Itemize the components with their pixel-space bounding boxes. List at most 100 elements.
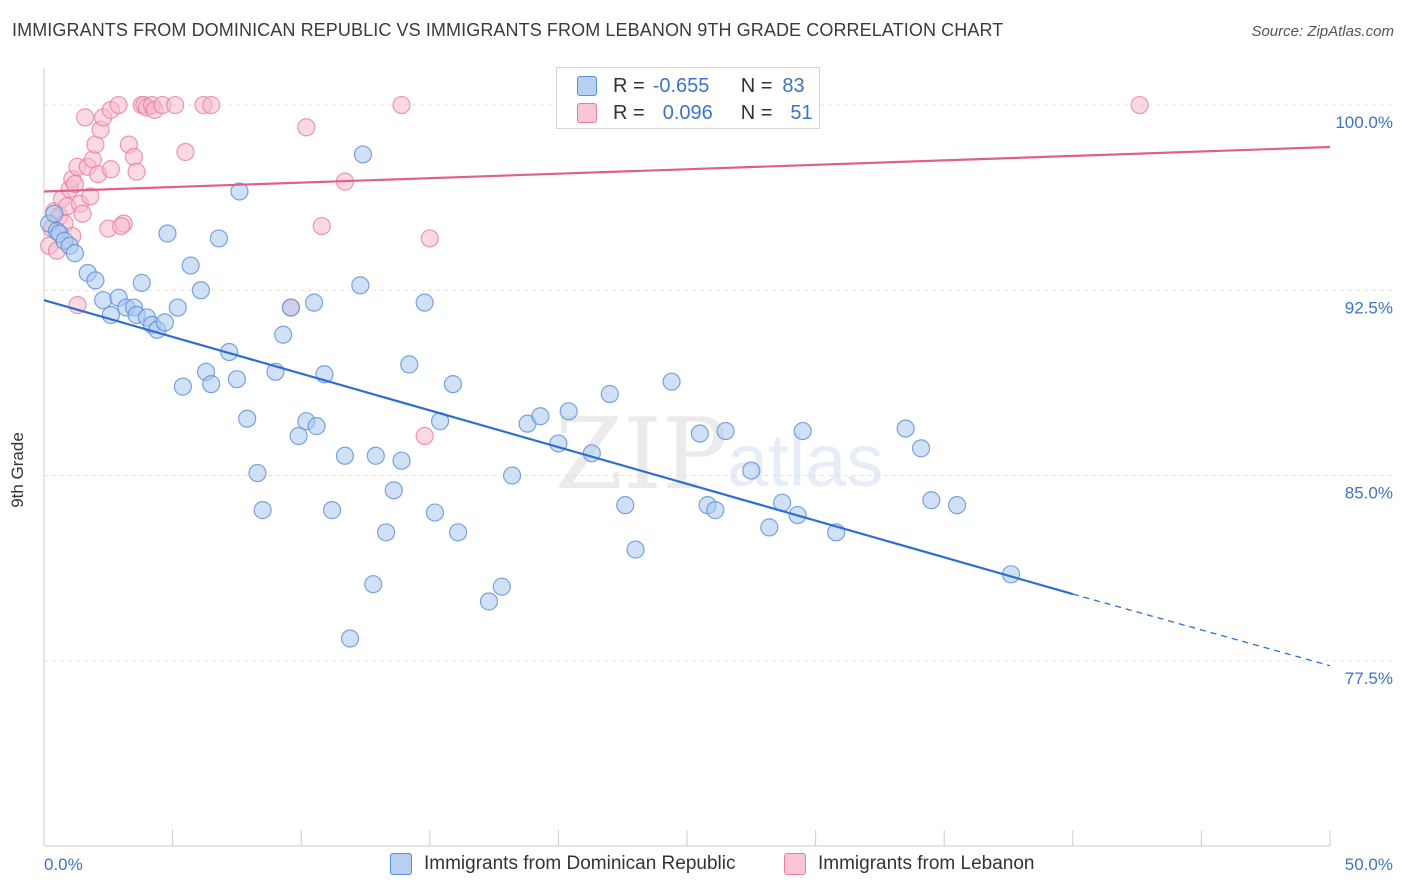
point-dominican [168,298,187,317]
blue-swatch [577,76,597,96]
point-dominican [392,451,411,470]
point-dominican [281,298,301,317]
point-dominican [690,424,709,443]
point-dominican [742,461,761,480]
point-dominican [158,224,177,243]
n-label: N = [740,101,773,124]
point-dominican [616,496,635,515]
pink-swatch [577,103,597,123]
point-dominican [173,377,192,396]
point-dominican [101,305,120,325]
stats-row-lebanon: R = 0.096 N = 51 [577,100,813,126]
series-dominican-points [40,145,1021,648]
point-dominican [307,417,326,436]
point-dominican [202,375,221,394]
n-value: 51 [790,101,813,124]
point-lebanon [392,95,411,115]
point-lebanon [297,118,316,137]
n-label: N = [740,74,773,97]
legend-item-dominican: Immigrants from Dominican Republic [390,852,736,876]
stats-legend: R = -0.655 N = 83 R = 0.096 N = 51 [556,67,820,129]
point-dominican [947,496,967,515]
point-dominican [425,503,445,522]
point-lebanon [1130,95,1149,115]
x-tick-label-right: 50.0% [1345,855,1393,874]
point-lebanon [76,108,95,127]
y-tick-label: 85.0% [1345,484,1393,503]
legend-item-lebanon: Immigrants from Lebanon [784,852,1035,876]
point-dominican [911,439,931,458]
point-dominican [479,592,499,611]
r-value: 0.096 [662,101,713,124]
watermark: ZIP atlas [555,398,883,512]
point-dominican [238,409,257,428]
point-dominican [559,402,578,421]
point-lebanon [101,160,120,179]
point-lebanon [109,95,128,115]
point-dominican [531,407,550,426]
point-dominican [626,540,645,559]
stats-row-dominican: R = -0.655 N = 83 [577,73,805,99]
point-dominican [400,355,419,374]
point-lebanon [415,426,434,446]
point-dominican [335,446,355,465]
point-dominican [384,481,403,500]
point-lebanon [112,216,131,236]
point-dominican [65,244,84,263]
point-dominican [896,419,915,438]
point-lebanon [420,229,439,248]
point-dominican [227,370,246,389]
point-dominican [304,293,324,312]
chart-title: IMMIGRANTS FROM DOMINICAN REPUBLIC VS IM… [12,20,1004,40]
point-dominican [443,375,463,394]
point-dominican [289,426,308,446]
point-dominican [45,204,64,223]
point-lebanon [65,174,84,194]
source-label: Source: ZipAtlas.com [1251,23,1394,40]
blue-swatch [390,853,412,875]
point-dominican [503,466,522,485]
point-dominican [181,256,200,275]
point-dominican [662,372,681,391]
point-dominican [132,273,151,292]
point-dominican [760,518,779,537]
y-axis-label: 9th Grade [8,432,27,508]
point-lebanon [73,204,92,223]
point-dominican [86,271,105,290]
point-dominican [230,182,249,201]
point-dominican [793,421,812,441]
point-dominican [155,313,174,332]
r-label: R = [613,101,645,124]
x-tick-label-left: 0.0% [44,855,83,874]
point-dominican [716,421,735,441]
point-dominican [351,276,370,295]
point-dominican [191,281,210,300]
point-lebanon [176,142,195,162]
watermark-zip: ZIP [555,398,728,512]
point-lebanon [127,162,146,181]
point-lebanon [124,147,144,167]
point-dominican [415,293,434,312]
series-lebanon-points [40,95,1149,446]
legend-label: Immigrants from Lebanon [818,853,1035,874]
point-lebanon [81,187,100,206]
trend-lines [43,145,1331,667]
n-value: 83 [782,74,805,97]
y-tick-label: 100.0% [1335,113,1393,132]
point-dominican [274,325,293,344]
pink-swatch [784,853,806,875]
point-dominican [366,446,385,465]
point-dominican [353,145,373,164]
point-dominican [364,575,383,594]
point-dominican [340,629,360,648]
trend-line-dominican-extension [1072,593,1331,667]
point-lebanon [312,216,331,236]
point-dominican [322,501,342,520]
y-tick-label: 77.5% [1345,669,1393,688]
y-tick-label: 92.5% [1345,298,1393,317]
point-dominican [253,501,272,520]
trend-line-dominican [43,299,1074,596]
point-dominican [376,523,396,542]
point-dominican [448,523,468,542]
point-dominican [600,384,619,404]
